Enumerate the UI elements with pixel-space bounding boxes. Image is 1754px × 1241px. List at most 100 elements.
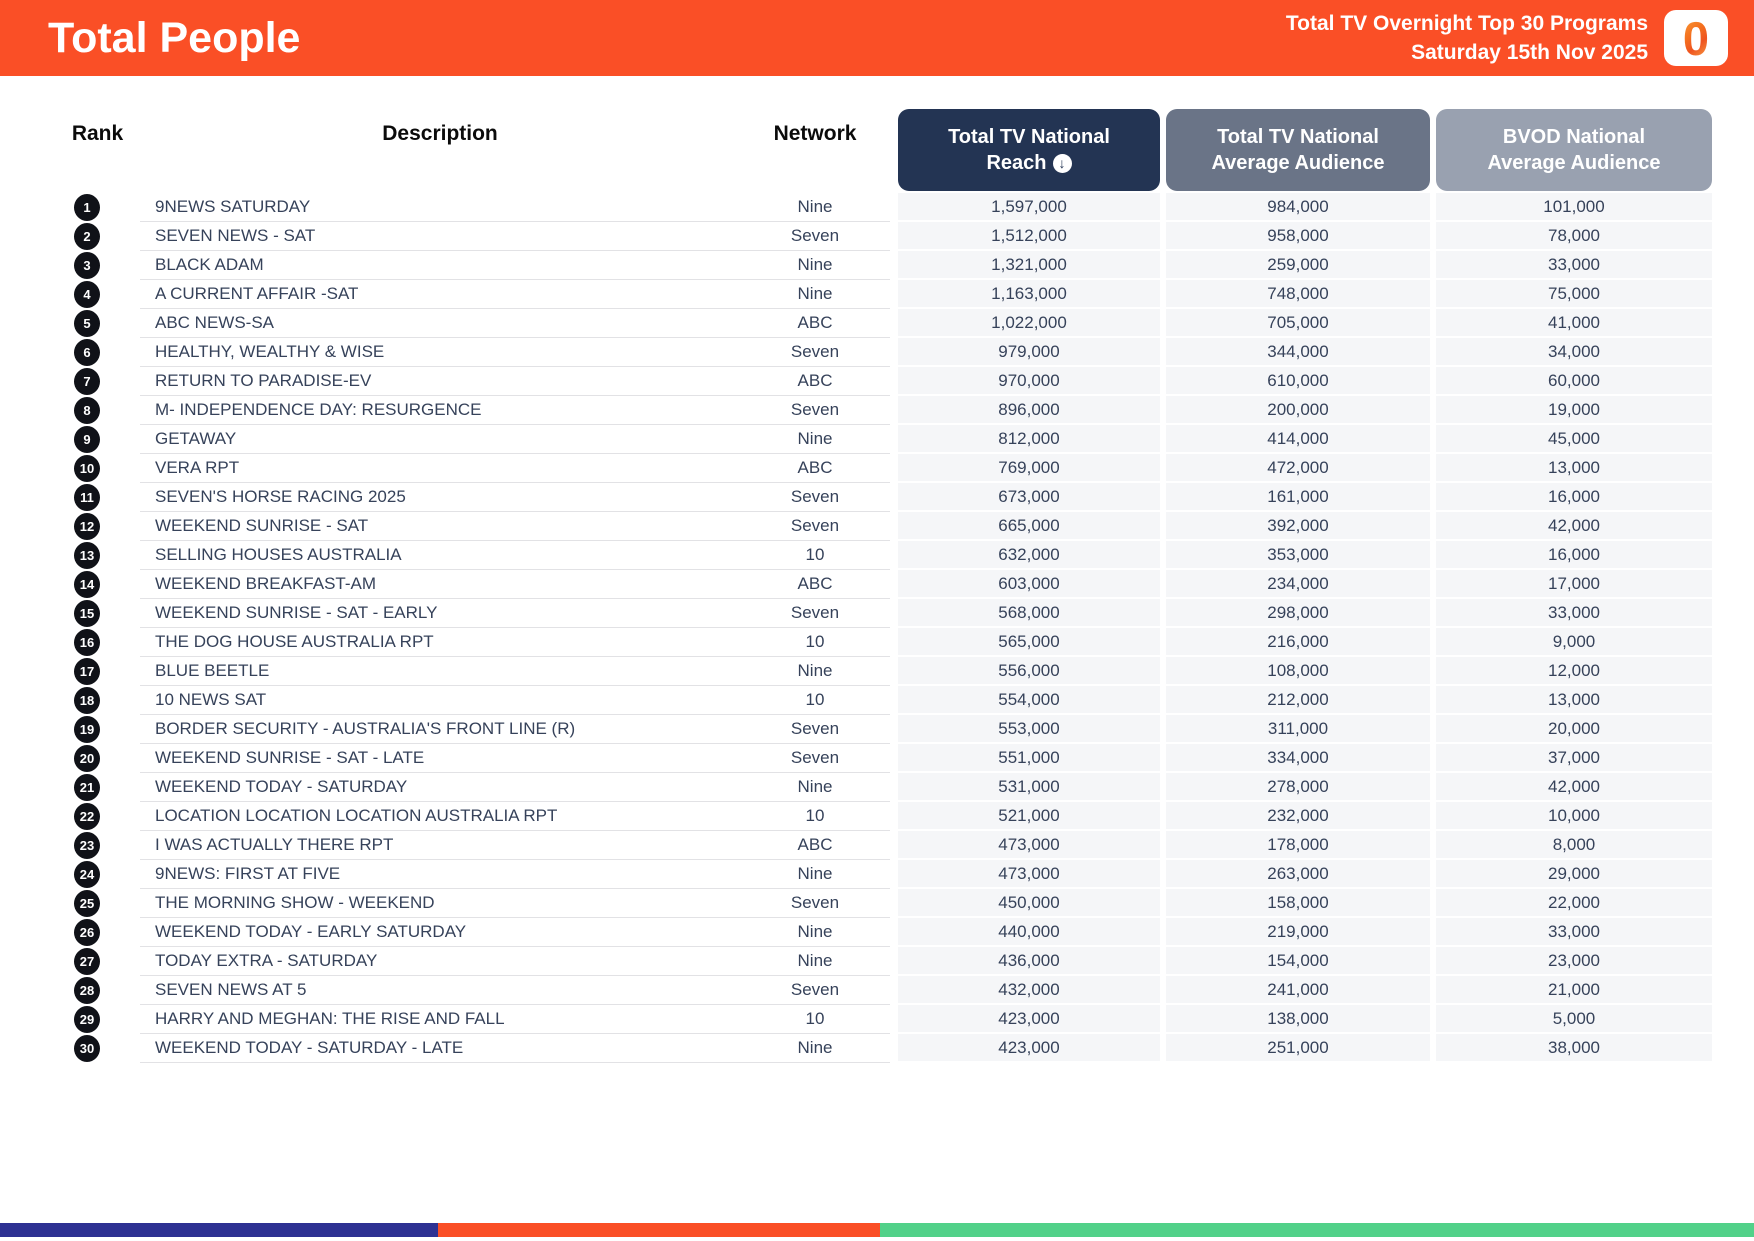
bvod-average-audience-cell: 5,000: [1436, 1005, 1712, 1034]
total-tv-reach-cell: 769,000: [898, 454, 1160, 483]
network-cell: Nine: [740, 918, 890, 947]
total-tv-average-audience-cell: 263,000: [1166, 860, 1430, 889]
column-gap: [890, 686, 898, 715]
page-title: Total People: [48, 14, 301, 62]
bvod-header-line2: Average Audience: [1487, 152, 1661, 174]
sort-arrow-glyph: ↓: [1058, 155, 1066, 171]
table-row: 17 BLUE BEETLE Nine 556,000 108,000 12,0…: [55, 657, 1712, 686]
network-cell: ABC: [740, 831, 890, 860]
column-gap: [890, 512, 898, 541]
network-cell: Seven: [740, 976, 890, 1005]
rank-badge: 23: [74, 832, 100, 859]
total-tv-average-audience-cell: 472,000: [1166, 454, 1430, 483]
rank-badge: 1: [74, 194, 100, 221]
total-tv-reach-cell: 673,000: [898, 483, 1160, 512]
description-cell: 10 NEWS SAT: [140, 686, 740, 715]
network-cell: Nine: [740, 1034, 890, 1063]
total-tv-average-audience-cell: 154,000: [1166, 947, 1430, 976]
network-cell: Seven: [740, 599, 890, 628]
total-tv-reach-cell: 1,321,000: [898, 251, 1160, 280]
rank-badge: 8: [74, 397, 100, 424]
bvod-average-audience-cell: 29,000: [1436, 860, 1712, 889]
total-tv-reach-cell: 1,163,000: [898, 280, 1160, 309]
col-header-bvod-average-audience-button[interactable]: BVOD National Average Audience: [1436, 109, 1712, 191]
rank-cell: 23: [55, 831, 140, 860]
col-header-total-tv-average-audience-button[interactable]: Total TV National Average Audience: [1166, 109, 1430, 191]
column-gap: [890, 396, 898, 425]
bvod-average-audience-cell: 42,000: [1436, 512, 1712, 541]
total-tv-reach-cell: 440,000: [898, 918, 1160, 947]
total-tv-average-audience-cell: 178,000: [1166, 831, 1430, 860]
table-row: 7 RETURN TO PARADISE-EV ABC 970,000 610,…: [55, 367, 1712, 396]
description-cell: M- INDEPENDENCE DAY: RESURGENCE: [140, 396, 740, 425]
rank-badge: 26: [74, 919, 100, 946]
description-cell: WEEKEND SUNRISE - SAT: [140, 512, 740, 541]
total-tv-reach-cell: 665,000: [898, 512, 1160, 541]
column-gap: [890, 454, 898, 483]
total-tv-reach-cell: 423,000: [898, 1005, 1160, 1034]
rank-cell: 10: [55, 454, 140, 483]
description-cell: GETAWAY: [140, 425, 740, 454]
network-cell: Seven: [740, 744, 890, 773]
network-cell: ABC: [740, 454, 890, 483]
column-gap: [890, 251, 898, 280]
description-cell: 9NEWS: FIRST AT FIVE: [140, 860, 740, 889]
network-cell: 10: [740, 802, 890, 831]
total-tv-reach-cell: 436,000: [898, 947, 1160, 976]
total-tv-reach-cell: 554,000: [898, 686, 1160, 715]
total-tv-reach-cell: 979,000: [898, 338, 1160, 367]
table-row: 28 SEVEN NEWS AT 5 Seven 432,000 241,000…: [55, 976, 1712, 1005]
table-row: 13 SELLING HOUSES AUSTRALIA 10 632,000 3…: [55, 541, 1712, 570]
column-gap: [890, 280, 898, 309]
col-header-rank: Rank: [71, 121, 124, 145]
description-cell: RETURN TO PARADISE-EV: [140, 367, 740, 396]
rank-badge: 21: [74, 774, 100, 801]
table-row: 1 9NEWS SATURDAY Nine 1,597,000 984,000 …: [55, 193, 1712, 222]
description-cell: TODAY EXTRA - SATURDAY: [140, 947, 740, 976]
column-gap: [890, 193, 898, 222]
bvod-average-audience-cell: 101,000: [1436, 193, 1712, 222]
total-tv-reach-cell: 812,000: [898, 425, 1160, 454]
rank-cell: 29: [55, 1005, 140, 1034]
network-cell: Seven: [740, 889, 890, 918]
column-gap: [890, 744, 898, 773]
bvod-average-audience-cell: 16,000: [1436, 483, 1712, 512]
total-tv-average-audience-cell: 241,000: [1166, 976, 1430, 1005]
column-gap: [890, 918, 898, 947]
col-header-network: Network: [773, 121, 857, 145]
column-gap: [890, 309, 898, 338]
description-cell: SELLING HOUSES AUSTRALIA: [140, 541, 740, 570]
footer-bar-orange-segment: [438, 1223, 880, 1237]
rank-cell: 3: [55, 251, 140, 280]
description-cell: WEEKEND TODAY - SATURDAY: [140, 773, 740, 802]
column-gap: [890, 338, 898, 367]
bvod-average-audience-cell: 23,000: [1436, 947, 1712, 976]
total-tv-average-audience-cell: 344,000: [1166, 338, 1430, 367]
bvod-average-audience-cell: 78,000: [1436, 222, 1712, 251]
column-gap: [890, 425, 898, 454]
total-tv-reach-cell: 565,000: [898, 628, 1160, 657]
column-gap: [890, 715, 898, 744]
table-row: 6 HEALTHY, WEALTHY & WISE Seven 979,000 …: [55, 338, 1712, 367]
rank-cell: 9: [55, 425, 140, 454]
table-row: 19 BORDER SECURITY - AUSTRALIA'S FRONT L…: [55, 715, 1712, 744]
rank-cell: 2: [55, 222, 140, 251]
table-row: 15 WEEKEND SUNRISE - SAT - EARLY Seven 5…: [55, 599, 1712, 628]
col-header-description: Description: [382, 121, 498, 145]
total-tv-reach-cell: 473,000: [898, 831, 1160, 860]
rank-cell: 21: [55, 773, 140, 802]
rank-cell: 22: [55, 802, 140, 831]
total-tv-average-audience-cell: 232,000: [1166, 802, 1430, 831]
total-tv-average-audience-cell: 353,000: [1166, 541, 1430, 570]
col-header-total-tv-reach-sort-button[interactable]: Total TV National Reach ↓: [898, 109, 1160, 191]
column-gap: [890, 802, 898, 831]
rank-badge: 9: [74, 426, 100, 453]
column-gap: [890, 483, 898, 512]
column-gap: [890, 628, 898, 657]
column-gap: [890, 222, 898, 251]
total-tv-average-audience-cell: 234,000: [1166, 570, 1430, 599]
total-tv-average-audience-cell: 161,000: [1166, 483, 1430, 512]
bvod-average-audience-cell: 17,000: [1436, 570, 1712, 599]
network-cell: Seven: [740, 396, 890, 425]
description-cell: WEEKEND BREAKFAST-AM: [140, 570, 740, 599]
